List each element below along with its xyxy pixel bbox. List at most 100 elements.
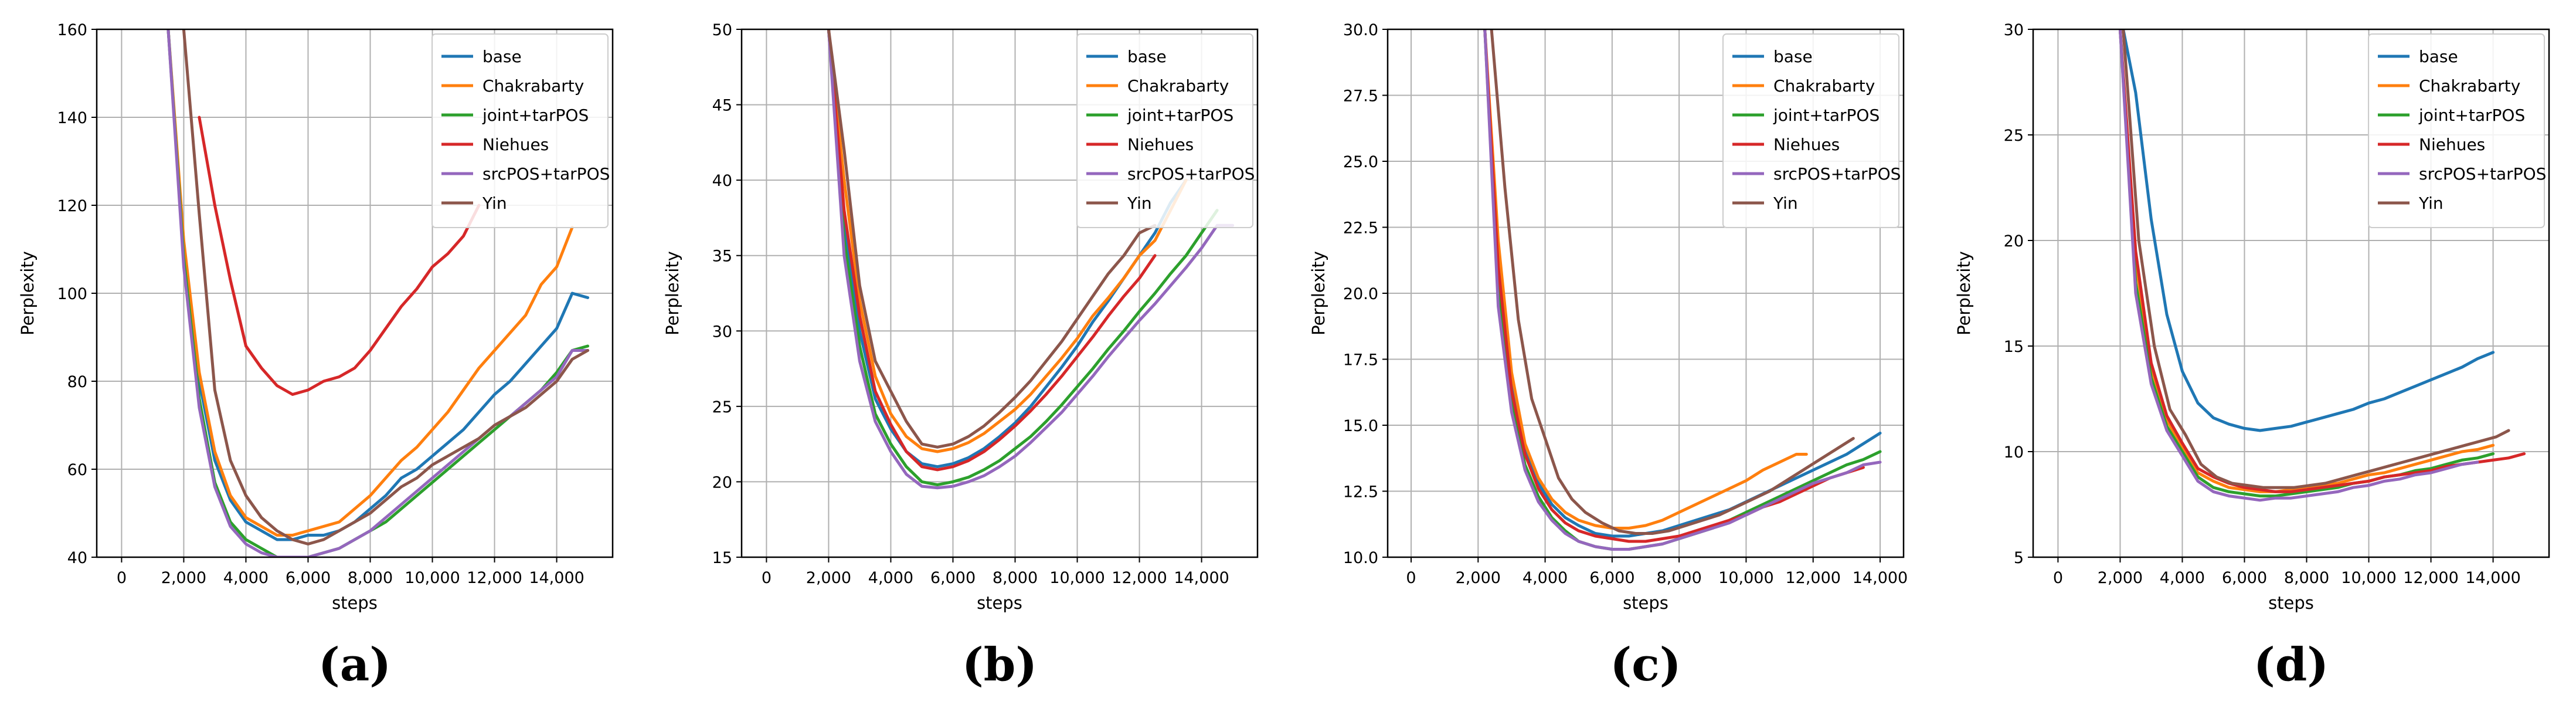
- x-tick-label: 6,000: [2222, 569, 2267, 587]
- y-tick-label: 25: [712, 398, 732, 416]
- x-tick-label: 8,000: [2284, 569, 2329, 587]
- x-tick-label: 14,000: [1174, 569, 1229, 587]
- plot-frame: [740, 28, 1259, 558]
- y-tick-label: 35: [712, 248, 732, 266]
- panel-caption: (d): [2254, 638, 2329, 692]
- series-line-yin: [182, 29, 590, 545]
- x-tick-label: 0: [2053, 569, 2063, 587]
- x-tick-label: 14,000: [1853, 569, 1908, 587]
- series-line-niehues: [827, 29, 1157, 472]
- legend-label: base: [1127, 47, 1167, 66]
- y-tick-label: 120: [57, 197, 87, 215]
- series-line-base: [1483, 29, 1882, 538]
- y-tick-label: 30: [712, 323, 732, 341]
- x-tick-label: 0: [762, 569, 772, 587]
- y-tick-label: 20: [712, 473, 732, 492]
- series-line-yin: [827, 29, 1157, 449]
- y-axis-label: Perplexity: [662, 251, 682, 335]
- legend-label: srcPOS+tarPOS: [482, 164, 610, 184]
- series-line-joint-tarpos: [827, 29, 1219, 487]
- x-tick-label: 10,000: [1049, 569, 1105, 587]
- x-tick-label: 6,000: [930, 569, 976, 587]
- y-tick-label: 10: [2004, 443, 2024, 462]
- x-tick-label: 6,000: [1589, 569, 1634, 587]
- x-tick-label: 2,000: [806, 569, 851, 587]
- x-tick-label: 2,000: [1456, 569, 1501, 587]
- series-group: [2118, 29, 2526, 502]
- x-tick-label: 0: [117, 569, 127, 587]
- legend-label: Niehues: [1127, 135, 1194, 154]
- legend-label: Yin: [482, 194, 507, 213]
- y-tick-label: 20.0: [1343, 285, 1378, 303]
- x-tick-label: 4,000: [223, 569, 269, 587]
- y-tick-label: 45: [712, 97, 732, 115]
- y-tick-label: 25.0: [1343, 153, 1378, 171]
- plot-frame: [2032, 28, 2550, 558]
- x-tick-label: 12,000: [1785, 569, 1840, 587]
- legend-label: Yin: [2418, 194, 2444, 213]
- x-tick-label: 4,000: [2160, 569, 2205, 587]
- series-group: [1483, 29, 1882, 551]
- y-axis-label: Perplexity: [1309, 251, 1328, 335]
- series-line-chakrabarty: [166, 29, 574, 537]
- legend-label: joint+tarPOS: [1127, 106, 1233, 125]
- chart-panel-d: 0 2,000 4,000 6,000 8,000 10,000 12,000 14,000 5…: [1954, 21, 2550, 692]
- legend-box: [2368, 33, 2545, 228]
- y-tick-label: 140: [57, 109, 87, 127]
- legend-box: [1722, 33, 1899, 228]
- panel-caption: (c): [1610, 638, 1681, 692]
- plot-frame: [1386, 28, 1905, 558]
- x-tick-label: 14,000: [529, 569, 584, 587]
- legend-label: Chakrabarty: [1127, 76, 1229, 96]
- y-axis-label: Perplexity: [1954, 251, 1974, 335]
- y-tick-label: 30.0: [1343, 21, 1378, 39]
- y-tick-label: 25: [2004, 127, 2024, 145]
- legend-label: srcPOS+tarPOS: [1127, 164, 1255, 184]
- legend-label: Yin: [1773, 194, 1798, 213]
- x-tick-label: 10,000: [1718, 569, 1773, 587]
- y-tick-label: 27.5: [1343, 87, 1378, 106]
- x-tick-label: 2,000: [161, 569, 206, 587]
- legend-label: joint+tarPOS: [2418, 106, 2525, 125]
- series-line-chakrabarty: [2118, 29, 2495, 493]
- legend-label: Niehues: [2419, 135, 2485, 154]
- legend-label: base: [1773, 47, 1813, 66]
- legend-label: Chakrabarty: [482, 76, 584, 96]
- y-tick-label: 22.5: [1343, 219, 1378, 238]
- legend-label: srcPOS+tarPOS: [1773, 164, 1901, 184]
- y-tick-label: 50: [712, 21, 732, 39]
- y-tick-label: 100: [57, 285, 87, 303]
- series-line-base: [2122, 29, 2495, 432]
- x-tick-label: 12,000: [467, 569, 522, 587]
- legend-label: srcPOS+tarPOS: [2419, 164, 2546, 184]
- y-tick-label: 40: [712, 172, 732, 190]
- series-group: [166, 29, 590, 557]
- x-axis-label: steps: [977, 593, 1022, 613]
- y-tick-label: 15.0: [1343, 417, 1378, 435]
- series-line-niehues: [198, 116, 481, 396]
- series-line-srcpos-tarpos: [2118, 29, 2479, 502]
- legend-label: base: [482, 47, 522, 66]
- x-tick-label: 4,000: [868, 569, 913, 587]
- y-tick-label: 17.5: [1343, 351, 1378, 370]
- x-tick-label: 4,000: [1523, 569, 1568, 587]
- y-axis-label: Perplexity: [18, 251, 38, 335]
- chart-panel-a: 0 2,000 4,000 6,000 8,000 10,000 12,000 14,000 4…: [18, 21, 614, 692]
- plot-frame: [96, 28, 614, 558]
- legend-box: [431, 33, 609, 228]
- legend-label: Niehues: [1773, 135, 1840, 154]
- y-tick-label: 160: [57, 21, 87, 39]
- y-tick-label: 15: [712, 549, 732, 567]
- y-tick-label: 30: [2004, 21, 2024, 39]
- x-tick-label: 8,000: [348, 569, 393, 587]
- legend-label: Niehues: [482, 135, 549, 154]
- legend: base Chakrabarty joint+tarPOS Niehues srcPOS…: [2368, 33, 2546, 228]
- series-line-yin: [2122, 29, 2510, 489]
- legend-label: base: [2419, 47, 2458, 66]
- x-axis-label: steps: [332, 593, 378, 613]
- series-line-srcpos-tarpos: [1483, 29, 1882, 551]
- x-tick-label: 0: [1406, 569, 1416, 587]
- y-tick-label: 80: [67, 373, 87, 391]
- x-axis-label: steps: [1623, 593, 1668, 613]
